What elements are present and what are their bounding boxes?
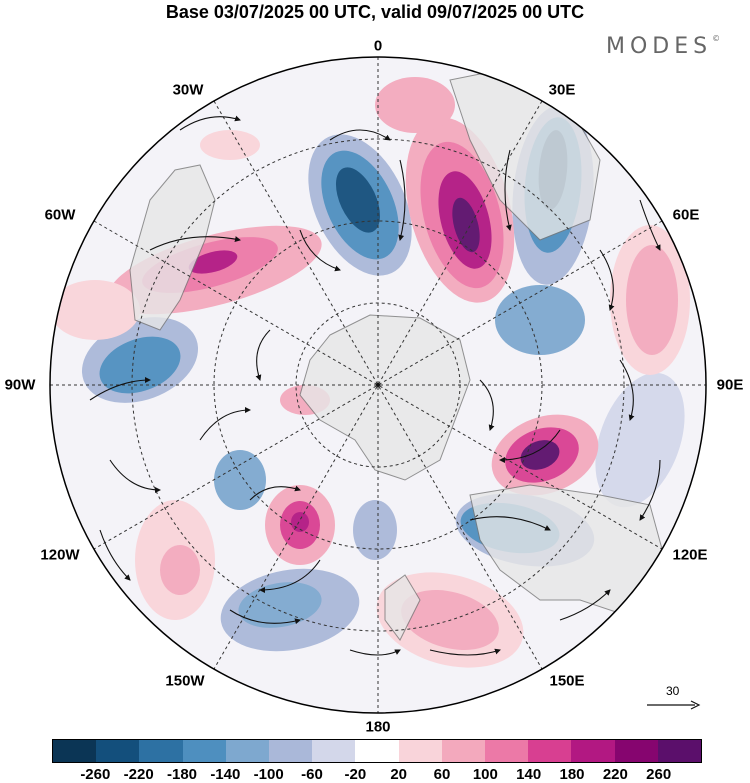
map-title: Base 03/07/2025 00 UTC, valid 09/07/2025…: [165, 2, 585, 22]
colorbar-tick-label: 220: [602, 766, 628, 783]
lon-label-30e: 30E: [548, 81, 576, 99]
lon-label-150e: 150E: [549, 672, 585, 690]
colorbar-tick-label: 20: [390, 766, 407, 783]
lon-label-180: 180: [365, 718, 391, 736]
lon-label-150w: 150W: [165, 672, 205, 690]
colorbar-tick-label: 140: [516, 766, 542, 783]
colorbar-tick-label: 100: [472, 766, 498, 783]
colorbar-segment: [312, 740, 356, 762]
colorbar-segment: [571, 740, 615, 762]
lon-label-120w: 120W: [40, 546, 80, 564]
colorbar-segment: [485, 740, 529, 762]
lon-label-120e: 120E: [672, 546, 708, 564]
colorbar-segment: [398, 740, 442, 762]
polar-map: [49, 56, 707, 714]
brand-logo: MODES©: [606, 34, 721, 59]
colorbar-tick-label: -100: [253, 766, 284, 783]
colorbar-segment: [139, 740, 183, 762]
reference-vector-label: 30: [666, 684, 680, 698]
lon-label-90e: 90E: [716, 376, 744, 394]
colorbar: [52, 739, 702, 763]
lon-label-60w: 60W: [44, 206, 76, 224]
colorbar-tick-label: 260: [646, 766, 672, 783]
wind-vectors: [89, 115, 661, 656]
colorbar-segment: [528, 740, 572, 762]
colorbar-segment: [657, 740, 702, 762]
colorbar-tick-label: -180: [166, 766, 198, 783]
reference-vector-arrow: [647, 700, 701, 710]
colorbar-segment: [269, 740, 313, 762]
colorbar-tick-label: 180: [559, 766, 585, 783]
lon-label-30w: 30W: [172, 81, 204, 99]
colorbar-segment: [96, 740, 140, 762]
colorbar-tick-label: -60: [301, 766, 323, 783]
lon-label-0: 0: [373, 37, 383, 55]
lon-label-90w: 90W: [4, 376, 36, 394]
colorbar-tick-label: -220: [123, 766, 154, 783]
colorbar-tick-label: -260: [80, 766, 111, 783]
colorbar-segment: [614, 740, 658, 762]
lon-label-60e: 60E: [672, 206, 700, 224]
colorbar-segment: [355, 740, 399, 762]
colorbar-tick-label: 60: [433, 766, 451, 783]
colorbar-tick-label: -20: [344, 766, 367, 783]
new-zealand: [384, 574, 421, 641]
colorbar-segment: [53, 740, 97, 762]
colorbar-segment: [182, 740, 226, 762]
colorbar-tick-label: -140: [210, 766, 241, 783]
colorbar-segment: [225, 740, 270, 762]
graticule: [50, 57, 706, 713]
colorbar-segment: [441, 740, 486, 762]
